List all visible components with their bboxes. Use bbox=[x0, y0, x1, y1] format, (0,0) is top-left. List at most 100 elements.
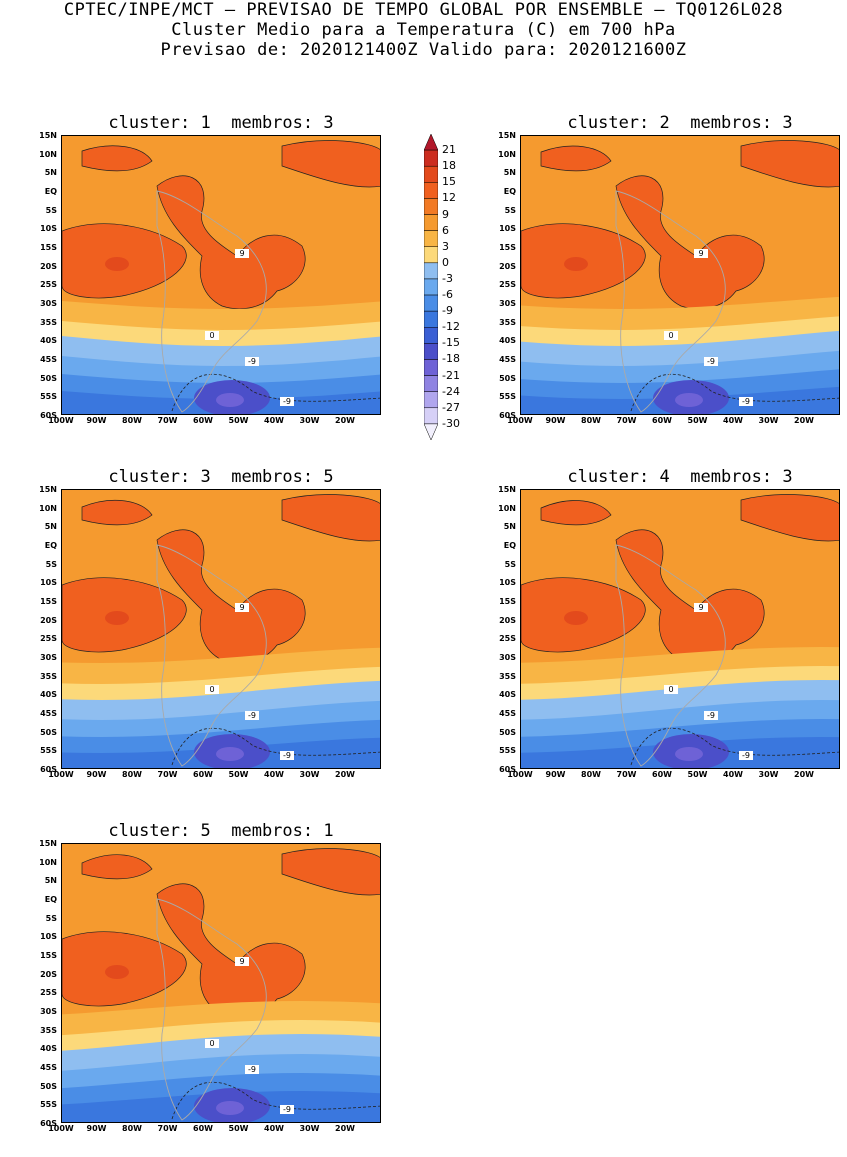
cluster-panel-3: cluster: 3 membros: 5 15N 10N 5N EQ 5S 10S 15S 2… bbox=[21, 467, 381, 779]
colorbar-swatch bbox=[423, 310, 439, 328]
peak-spot bbox=[564, 257, 588, 271]
lat-tick-label: 5S bbox=[45, 559, 57, 569]
lat-tick-label: 5S bbox=[504, 559, 516, 569]
lat-tick-label: 35S bbox=[499, 671, 516, 681]
colorbar-swatch bbox=[423, 327, 439, 344]
lon-tick-label: 100W bbox=[507, 770, 533, 779]
colorbar-swatch bbox=[423, 165, 439, 183]
cluster-label: cluster: 5 bbox=[108, 821, 211, 841]
cold-core-inner bbox=[216, 393, 244, 407]
hot-region-north bbox=[81, 854, 153, 880]
lat-tick-label: 15S bbox=[40, 597, 57, 606]
lat-tick-label: 10N bbox=[498, 503, 516, 513]
colorbar-level-label: -18 bbox=[442, 352, 460, 366]
hot-region-continent bbox=[156, 529, 306, 664]
lon-tick-label: 60W bbox=[193, 770, 213, 779]
colorbar-level-label: -12 bbox=[442, 320, 460, 334]
lon-tick-label: 90W bbox=[86, 1124, 107, 1133]
cold-core-inner bbox=[675, 747, 703, 761]
colorbar-swatch bbox=[423, 230, 439, 247]
members-label: membros: 1 bbox=[231, 821, 334, 841]
main-title: CPTEC/INPE/MCT — PREVISAO DE TEMPO GLOBA… bbox=[63, 0, 784, 20]
lat-tick-label: 5N bbox=[503, 168, 516, 178]
hot-region-atlantic bbox=[281, 140, 380, 188]
subtitle-dates: Previsao de: 2020121400Z Valido para: 20… bbox=[160, 40, 687, 60]
lat-tick-label: 50S bbox=[499, 727, 516, 737]
contour-label-9: 9 bbox=[239, 249, 244, 258]
hot-region-continent bbox=[615, 175, 765, 310]
lat-tick-label: 20S bbox=[499, 261, 516, 271]
cold-core-inner bbox=[675, 393, 703, 407]
lon-tick-label: 20W bbox=[335, 770, 355, 779]
lon-tick-label: 80W bbox=[581, 416, 601, 425]
colorbar-swatch bbox=[423, 246, 439, 264]
contour-label-minus9: -9 bbox=[283, 397, 291, 406]
contour-label-minus9: -9 bbox=[742, 751, 750, 760]
colorbar-level-label: 21 bbox=[442, 143, 456, 157]
lon-tick-label: 20W bbox=[794, 770, 814, 779]
lat-tick-label: 30S bbox=[499, 653, 516, 662]
hot-region-continent bbox=[615, 529, 765, 664]
south-america-outline bbox=[156, 190, 267, 413]
colorbar-legend: 21 18 15 12 9 6 3 0 -3 -6 -9 -12 -15 -18 -21 -24 -27 -30 bbox=[423, 133, 464, 441]
lon-tick-label: 80W bbox=[122, 416, 142, 425]
hot-region-north bbox=[81, 500, 153, 526]
lat-tick-label: 50S bbox=[40, 373, 57, 383]
lon-tick-label: 70W bbox=[157, 770, 178, 779]
lon-tick-label: 50W bbox=[228, 1124, 249, 1133]
cold-core-inner bbox=[216, 747, 244, 761]
lat-tick-label: 45S bbox=[499, 709, 516, 718]
lat-tick-label: 40S bbox=[499, 690, 516, 700]
lat-tick-label: 10N bbox=[39, 503, 57, 513]
lat-tick-label: 55S bbox=[499, 746, 516, 756]
peak-spot bbox=[105, 611, 129, 625]
colorbar-level-label: 0 bbox=[442, 255, 449, 269]
temperature-map: 9 0 -9 -9 bbox=[520, 489, 840, 769]
peak-spot bbox=[105, 965, 129, 979]
colorbar-level-label: -21 bbox=[442, 368, 460, 382]
lat-tick-label: 55S bbox=[40, 746, 57, 756]
contour-label-minus9: -9 bbox=[707, 711, 715, 720]
members-label: membros: 3 bbox=[231, 113, 334, 133]
contour-label-9: 9 bbox=[239, 603, 244, 612]
lat-tick-label: 40S bbox=[40, 690, 57, 700]
cold-core-inner bbox=[216, 1101, 244, 1115]
contour-label-minus9: -9 bbox=[248, 711, 256, 720]
lon-tick-label: 70W bbox=[157, 1124, 178, 1133]
contour-label-9: 9 bbox=[239, 957, 244, 966]
colorbar-level-label: 9 bbox=[442, 207, 449, 221]
lat-tick-label: 5S bbox=[45, 205, 57, 215]
contour-label-minus9: -9 bbox=[742, 397, 750, 406]
members-label: membros: 3 bbox=[690, 467, 793, 487]
south-america-outline bbox=[156, 544, 267, 767]
lon-tick-label: 40W bbox=[723, 770, 743, 779]
lat-tick-label: 55S bbox=[40, 392, 57, 402]
hot-region-continent bbox=[156, 175, 306, 310]
panel-title: cluster: 1 membros: 3 bbox=[61, 113, 381, 133]
south-america-outline bbox=[615, 544, 726, 767]
panel-title: cluster: 2 membros: 3 bbox=[520, 113, 840, 133]
minus9-contour bbox=[171, 727, 380, 766]
colorbar-swatch bbox=[423, 407, 439, 425]
lat-tick-label: 25S bbox=[499, 634, 516, 644]
lat-tick-label: 45S bbox=[40, 1063, 57, 1072]
lon-tick-label: 90W bbox=[545, 416, 566, 425]
lat-tick-label: 50S bbox=[40, 727, 57, 737]
lat-tick-label: 10N bbox=[39, 857, 57, 867]
lon-tick-label: 50W bbox=[228, 416, 249, 425]
lon-tick-label: 30W bbox=[758, 416, 779, 425]
colorbar-swatch bbox=[423, 133, 439, 151]
lat-tick-label: 15S bbox=[499, 243, 516, 252]
lon-tick-label: 60W bbox=[193, 1124, 213, 1133]
lat-tick-label: 10S bbox=[499, 578, 516, 588]
lat-tick-label: 50S bbox=[40, 1081, 57, 1091]
lat-tick-label: 40S bbox=[40, 336, 57, 346]
colorbar-level-label: 3 bbox=[442, 239, 449, 253]
lon-tick-label: 60W bbox=[652, 416, 672, 425]
lat-tick-label: 35S bbox=[499, 317, 516, 327]
lat-tick-label: EQ bbox=[44, 187, 57, 196]
lon-tick-label: 100W bbox=[48, 770, 74, 779]
hot-region-atlantic bbox=[281, 848, 380, 896]
lon-tick-label: 40W bbox=[264, 1124, 284, 1133]
lat-tick-label: 30S bbox=[499, 299, 516, 308]
